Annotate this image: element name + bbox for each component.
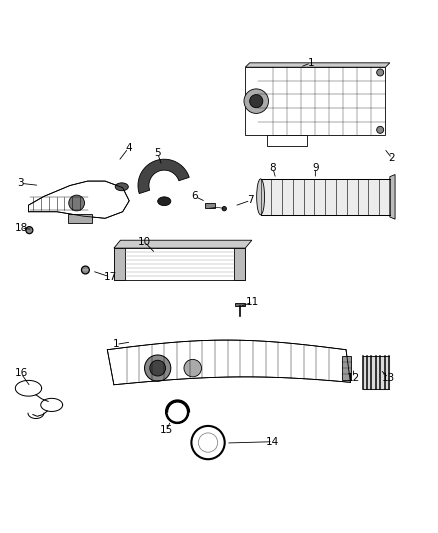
Circle shape <box>69 195 85 211</box>
Bar <box>342 356 351 381</box>
Text: 15: 15 <box>160 425 173 435</box>
Bar <box>245 67 385 135</box>
Polygon shape <box>28 181 129 219</box>
Text: 1: 1 <box>307 58 314 68</box>
Text: 4: 4 <box>125 143 132 154</box>
Circle shape <box>222 206 226 211</box>
Circle shape <box>377 69 384 76</box>
Circle shape <box>150 360 166 376</box>
Text: 11: 11 <box>246 297 259 307</box>
Polygon shape <box>107 340 350 385</box>
Circle shape <box>184 359 201 377</box>
Polygon shape <box>114 240 252 248</box>
Ellipse shape <box>115 183 128 191</box>
Circle shape <box>191 426 225 459</box>
Text: 3: 3 <box>17 178 24 188</box>
Text: 16: 16 <box>14 368 28 378</box>
Text: 17: 17 <box>104 272 117 282</box>
Circle shape <box>26 227 33 233</box>
Text: 6: 6 <box>191 191 198 201</box>
Circle shape <box>145 355 171 381</box>
Text: 8: 8 <box>269 164 276 173</box>
Bar <box>234 248 245 280</box>
Text: 7: 7 <box>247 196 254 205</box>
Circle shape <box>81 266 89 274</box>
Polygon shape <box>245 63 390 67</box>
Ellipse shape <box>158 197 171 206</box>
Text: 2: 2 <box>389 154 396 163</box>
Polygon shape <box>235 303 245 306</box>
Bar <box>114 248 245 280</box>
Bar <box>205 203 215 208</box>
Text: 1: 1 <box>113 340 120 350</box>
Ellipse shape <box>257 179 265 215</box>
Text: 9: 9 <box>312 164 319 173</box>
Circle shape <box>244 89 268 114</box>
Text: 14: 14 <box>266 437 279 447</box>
Circle shape <box>250 94 263 108</box>
Text: 13: 13 <box>382 373 395 383</box>
Polygon shape <box>138 159 189 193</box>
Text: 5: 5 <box>154 149 161 158</box>
Bar <box>68 214 92 223</box>
Circle shape <box>198 433 218 452</box>
Bar <box>114 248 125 280</box>
Text: 18: 18 <box>14 223 28 233</box>
Text: 12: 12 <box>347 373 360 383</box>
Polygon shape <box>390 174 395 219</box>
Polygon shape <box>363 356 389 389</box>
Circle shape <box>377 126 384 133</box>
Bar <box>267 135 307 146</box>
Polygon shape <box>261 179 390 215</box>
Text: 10: 10 <box>138 237 151 247</box>
